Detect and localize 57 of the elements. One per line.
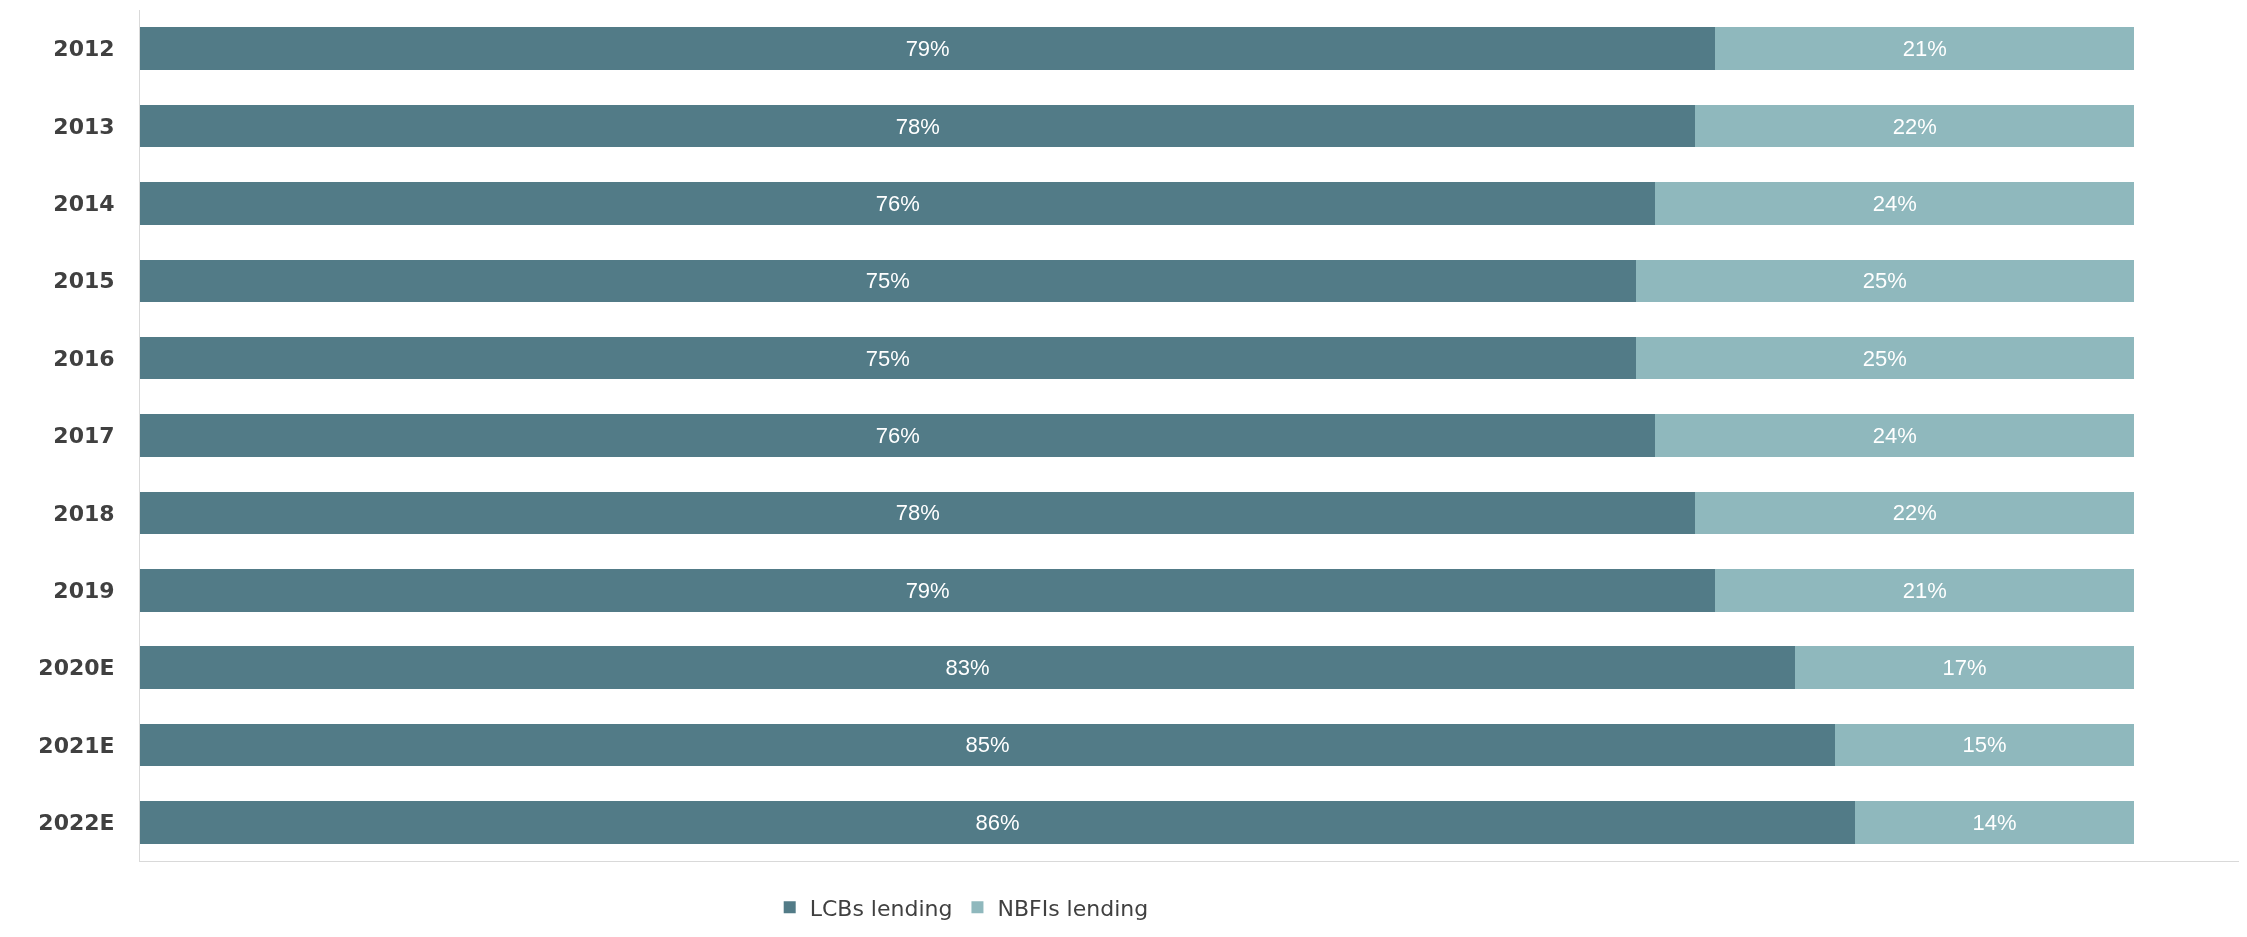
bar (140, 414, 1656, 457)
y-tick-label: 2016 (53, 345, 115, 371)
bar (1635, 259, 2135, 303)
bar (140, 491, 1696, 535)
data-label: 83% (945, 655, 990, 681)
y-tick-label: 2018 (53, 500, 115, 526)
y-tick-label: 2020E (38, 655, 115, 681)
data-label: 79% (905, 36, 950, 62)
bar (1635, 336, 2135, 380)
data-label: 78% (895, 113, 940, 139)
data-label: 78% (895, 500, 940, 526)
bar (140, 801, 1855, 844)
bar (140, 723, 1835, 767)
bar (1854, 801, 2135, 844)
bar (140, 259, 1636, 303)
data-label: 22% (1892, 113, 1937, 139)
data-label: 22% (1892, 500, 1937, 526)
legend-label: LCBs lending (809, 895, 953, 921)
y-tick-label: 2015 (53, 268, 115, 294)
data-label: 86% (975, 809, 1020, 835)
data-label: 75% (865, 268, 910, 294)
bar (1715, 27, 2135, 70)
bar (1655, 414, 2135, 457)
y-tick-label: 2017 (53, 423, 115, 449)
bar (1655, 182, 2135, 225)
data-label: 85% (965, 732, 1010, 758)
data-label: 76% (875, 423, 920, 448)
data-label: 14% (1972, 809, 2017, 835)
data-label: 24% (1872, 423, 1917, 448)
bar (140, 182, 1656, 225)
y-tick-label: 2021E (38, 732, 115, 758)
bar (1834, 723, 2135, 767)
bar (140, 104, 1696, 148)
data-label: 75% (865, 345, 910, 371)
bar (140, 646, 1796, 689)
data-label: 15% (1962, 732, 2007, 758)
data-label: 25% (1862, 345, 1907, 371)
y-tick-label: 2014 (53, 191, 115, 217)
y-tick-label: 2012 (53, 36, 115, 62)
bar (1715, 568, 2135, 612)
bar (140, 336, 1636, 380)
data-label: 25% (1862, 268, 1907, 294)
data-label: 76% (875, 190, 920, 216)
bar (140, 568, 1716, 612)
data-label: 21% (1902, 577, 1947, 603)
legend-label: NBFIs lending (997, 895, 1149, 921)
data-label: 79% (905, 577, 950, 603)
bar (1795, 646, 2135, 689)
data-label: 21% (1902, 36, 1947, 62)
y-tick-label: 2019 (53, 577, 115, 603)
y-tick-label: 2022E (38, 810, 115, 836)
y-tick-label: 2013 (53, 113, 115, 139)
data-label: 24% (1872, 190, 1917, 216)
bar (1695, 104, 2135, 148)
bar (140, 27, 1716, 70)
data-label: 17% (1942, 655, 1987, 681)
bar (1695, 491, 2135, 535)
